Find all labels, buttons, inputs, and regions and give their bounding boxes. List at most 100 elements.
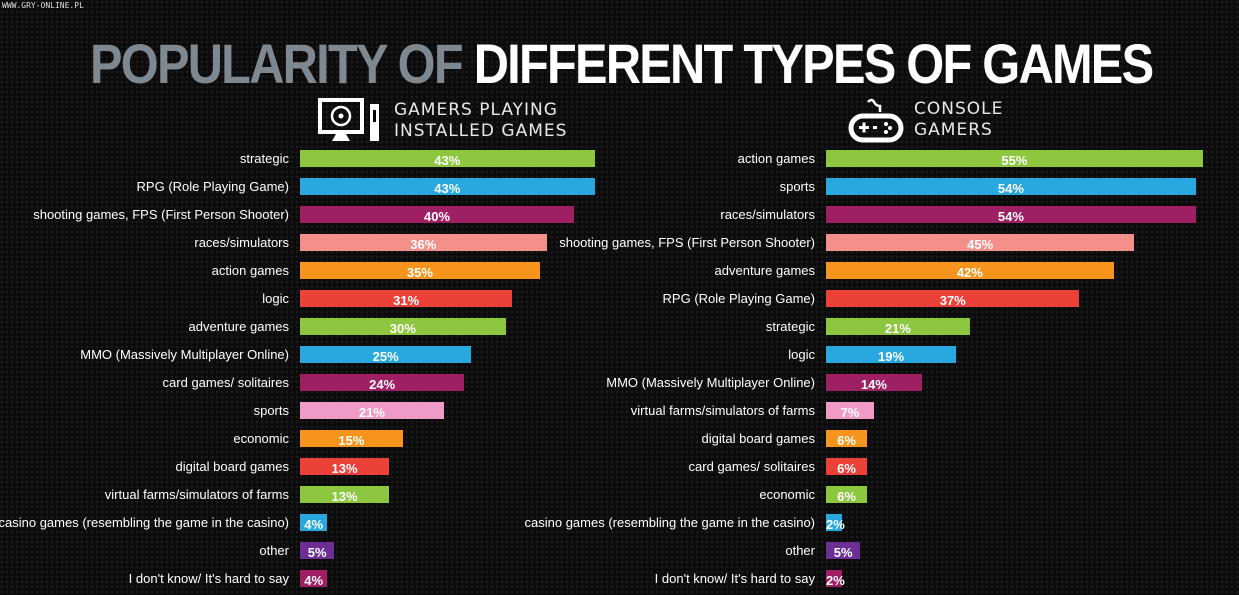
category-label: economic [759,487,815,502]
category-label: logic [262,291,289,306]
category-label: other [785,543,815,558]
bar: 19% [826,346,957,364]
bar: 31% [300,290,513,308]
bar: 4% [300,570,328,588]
data-label: 13% [331,461,358,476]
data-label: 6% [837,433,856,448]
category-label: casino games (resembling the game in the… [0,515,289,530]
data-label: 43% [434,181,461,196]
bar: 36% [300,234,547,252]
category-label: races/simulators [720,207,815,222]
bar: 21% [300,402,444,420]
gamepad-icon [848,98,904,143]
bar: 35% [300,262,540,280]
bar: 5% [300,542,335,560]
bar: 6% [826,430,868,448]
title-part-1: POPULARITY OF [90,32,464,95]
bar: 6% [826,486,868,504]
bar: 40% [300,206,574,224]
category-label: strategic [765,319,815,334]
data-label: 43% [434,153,461,168]
data-label: 35% [406,265,433,280]
bar: 25% [300,346,472,364]
bar: 55% [826,150,1203,168]
data-label: 21% [884,321,911,336]
data-label: 30% [389,321,416,336]
console-gamers-header: CONSOLE GAMERS [848,96,1003,144]
desktop-computer-icon [318,98,379,141]
data-label: 4% [304,517,324,532]
category-label: adventure games [188,319,289,334]
data-label: 2% [826,573,845,588]
bar: 15% [300,430,403,448]
bar: 37% [826,290,1080,308]
data-label: 19% [878,349,905,364]
bar: 6% [826,458,868,476]
data-label: 55% [1001,153,1028,168]
category-label: virtual farms/simulators of farms [630,403,815,418]
header-line: INSTALLED GAMES [394,121,568,141]
installed-games-header: GAMERS PLAYING INSTALLED GAMES [318,98,567,144]
category-label: shooting games, FPS (First Person Shoote… [33,207,289,222]
category-label: sports [253,403,289,418]
data-label: 5% [833,545,853,560]
bar: 24% [300,374,465,392]
data-label: 25% [372,349,399,364]
header-line: CONSOLE [914,99,1004,119]
category-label: races/simulators [194,235,289,250]
data-label: 40% [423,209,451,224]
header-line: GAMERS PLAYING [394,100,558,120]
data-label: 6% [837,461,856,476]
data-label: 15% [338,433,365,448]
category-label: digital board games [175,459,289,474]
category-label: economic [233,431,289,446]
data-label: 7% [840,405,860,420]
category-label: logic [788,347,815,362]
data-label: 5% [307,545,327,560]
category-label: action games [211,263,289,278]
category-label: casino games (resembling the game in the… [524,515,815,530]
category-label: shooting games, FPS (First Person Shoote… [559,235,815,250]
category-label: digital board games [701,431,815,446]
category-label: MMO (Massively Multiplayer Online) [80,347,289,362]
bar: 45% [826,234,1135,252]
bar: 13% [300,458,390,476]
title-part-2: DIFFERENT TYPES OF GAMES [473,32,1154,95]
category-label: I don't know/ It's hard to say [128,571,289,586]
bar: 54% [826,206,1196,224]
data-label: 36% [410,237,437,252]
bar: 21% [826,318,970,336]
data-label: 37% [939,293,966,308]
data-label: 2% [826,517,845,532]
category-label: virtual farms/simulators of farms [104,487,289,502]
category-label: MMO (Massively Multiplayer Online) [606,375,815,390]
data-label: 6% [837,489,856,504]
category-label: card games/ solitaires [162,375,289,390]
bar: 14% [826,374,922,392]
bar: 13% [300,486,390,504]
bar: 7% [826,402,874,420]
category-label: action games [737,151,815,166]
data-label: 54% [997,181,1024,196]
category-label: RPG (Role Playing Game) [662,291,815,306]
data-label: 31% [393,293,420,308]
category-label: strategic [239,151,289,166]
category-label: adventure games [714,263,815,278]
data-label: 14% [860,377,887,392]
data-label: 24% [369,377,396,392]
bar: 54% [826,178,1196,196]
data-label: 42% [956,265,983,280]
header-line: GAMERS [914,120,993,140]
bar: 42% [826,262,1114,280]
data-label: 13% [331,489,358,504]
bar: 2% [826,570,845,588]
category-label: I don't know/ It's hard to say [654,571,815,586]
bar: 43% [300,150,595,168]
category-label: other [259,543,289,558]
bar: 2% [826,514,845,532]
data-label: 21% [358,405,385,420]
bar: 43% [300,178,595,196]
page-title: POPULARITY OF DIFFERENT TYPES OF GAMES [90,36,1154,92]
category-label: card games/ solitaires [688,459,815,474]
category-label: sports [779,179,815,194]
